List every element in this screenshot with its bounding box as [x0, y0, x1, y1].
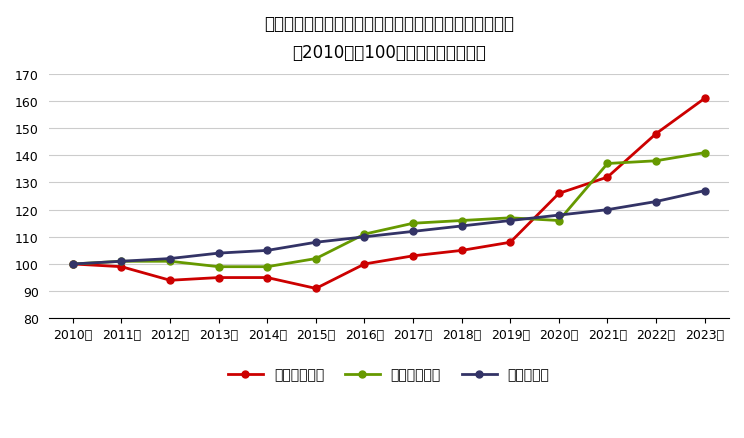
マクドナルド: [700, 96, 709, 102]
モスバーガー: [554, 219, 563, 224]
賃金改定率: [360, 235, 369, 240]
賃金改定率: [312, 240, 321, 245]
賃金改定率: [68, 262, 77, 267]
マクドナルド: [263, 276, 272, 281]
モスバーガー: [263, 265, 272, 270]
モスバーガー: [166, 259, 175, 264]
マクドナルド: [68, 262, 77, 267]
モスバーガー: [68, 262, 77, 267]
モスバーガー: [506, 215, 515, 221]
マクドナルド: [554, 191, 563, 197]
マクドナルド: [312, 286, 321, 291]
Line: 賃金改定率: 賃金改定率: [69, 188, 708, 268]
賃金改定率: [458, 224, 466, 229]
賃金改定率: [117, 259, 126, 264]
モスバーガー: [214, 265, 223, 270]
モスバーガー: [700, 151, 709, 156]
Line: マクドナルド: マクドナルド: [69, 95, 708, 292]
賃金改定率: [700, 189, 709, 194]
マクドナルド: [214, 276, 223, 281]
モスバーガー: [408, 221, 417, 226]
モスバーガー: [652, 159, 661, 164]
Legend: マクドナルド, モスバーガー, 賃金改定率: マクドナルド, モスバーガー, 賃金改定率: [222, 362, 555, 387]
Title: 賃金改定率とマクドナルド・モスバーガーの客単価推移
（2010年を100とした場合の指数）: 賃金改定率とマクドナルド・モスバーガーの客単価推移 （2010年を100とした場…: [264, 15, 514, 62]
賃金改定率: [166, 256, 175, 261]
賃金改定率: [652, 199, 661, 205]
マクドナルド: [408, 254, 417, 259]
マクドナルド: [360, 262, 369, 267]
マクドナルド: [603, 175, 612, 180]
モスバーガー: [603, 162, 612, 167]
マクドナルド: [652, 132, 661, 137]
賃金改定率: [408, 229, 417, 234]
モスバーガー: [117, 259, 126, 264]
マクドナルド: [458, 248, 466, 254]
賃金改定率: [603, 208, 612, 213]
マクドナルド: [506, 240, 515, 245]
賃金改定率: [214, 251, 223, 256]
賃金改定率: [263, 248, 272, 254]
マクドナルド: [166, 278, 175, 283]
マクドナルド: [117, 265, 126, 270]
賃金改定率: [554, 213, 563, 218]
モスバーガー: [312, 256, 321, 261]
モスバーガー: [458, 219, 466, 224]
Line: モスバーガー: モスバーガー: [69, 150, 708, 271]
賃金改定率: [506, 219, 515, 224]
モスバーガー: [360, 232, 369, 237]
